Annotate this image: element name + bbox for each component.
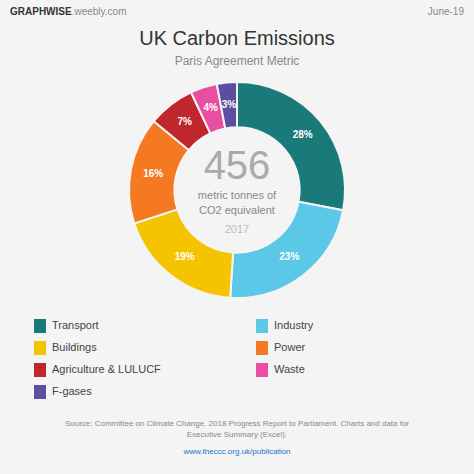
annotation: .weebly.com bbox=[72, 6, 127, 17]
annotation: GRAPHWISE bbox=[10, 6, 72, 17]
legend-swatch bbox=[34, 341, 46, 355]
annotation: metric tonnes of bbox=[198, 189, 277, 201]
slice bbox=[230, 202, 343, 298]
data-label: 7% bbox=[177, 116, 192, 127]
legend-label: Buildings bbox=[52, 341, 97, 353]
legend-swatch bbox=[256, 363, 268, 377]
legend-swatch bbox=[34, 363, 46, 377]
legend-label: Waste bbox=[274, 363, 305, 375]
title: UK Carbon Emissions bbox=[139, 27, 335, 49]
legend-swatch bbox=[256, 319, 268, 333]
donut: 28% 23% 19% 16% 7% 4% 3% bbox=[129, 82, 345, 298]
data-label: 16% bbox=[143, 168, 163, 179]
data-label: 23% bbox=[279, 251, 299, 262]
subtitle: Paris Agreement Metric bbox=[175, 54, 300, 68]
annotation: 456 bbox=[204, 143, 271, 187]
chart: GRAPHWISE.weebly.com June-19 UK Carbon Emi… bbox=[0, 0, 474, 474]
annotation: June-19 bbox=[428, 6, 465, 17]
annotation: 2017 bbox=[225, 223, 249, 235]
annotation: Executive Summary (Excel). bbox=[187, 430, 287, 439]
data-label: 4% bbox=[203, 102, 218, 113]
annotation: www.theccc.org.uk/publication bbox=[182, 447, 290, 456]
legend-label: Industry bbox=[274, 319, 314, 331]
legend-label: Transport bbox=[52, 319, 99, 331]
legend-label: Agriculture & LULUCF bbox=[52, 363, 161, 375]
data-label: 19% bbox=[175, 251, 195, 262]
data-label: 28% bbox=[293, 129, 313, 140]
annotation: CO2 equivalent bbox=[199, 204, 275, 216]
legend: Transport Industry Buildings Power Agricultu… bbox=[34, 319, 314, 399]
background bbox=[0, 0, 474, 474]
legend-swatch bbox=[34, 319, 46, 333]
annotation: Source: Committee on Climate Change. 201… bbox=[65, 419, 410, 428]
legend-swatch bbox=[256, 341, 268, 355]
slice bbox=[217, 82, 237, 128]
slice bbox=[134, 209, 233, 297]
legend-label: Power bbox=[274, 341, 306, 353]
data-label: 3% bbox=[222, 99, 237, 110]
legend-swatch bbox=[34, 385, 46, 399]
legend-label: F-gases bbox=[52, 385, 92, 397]
